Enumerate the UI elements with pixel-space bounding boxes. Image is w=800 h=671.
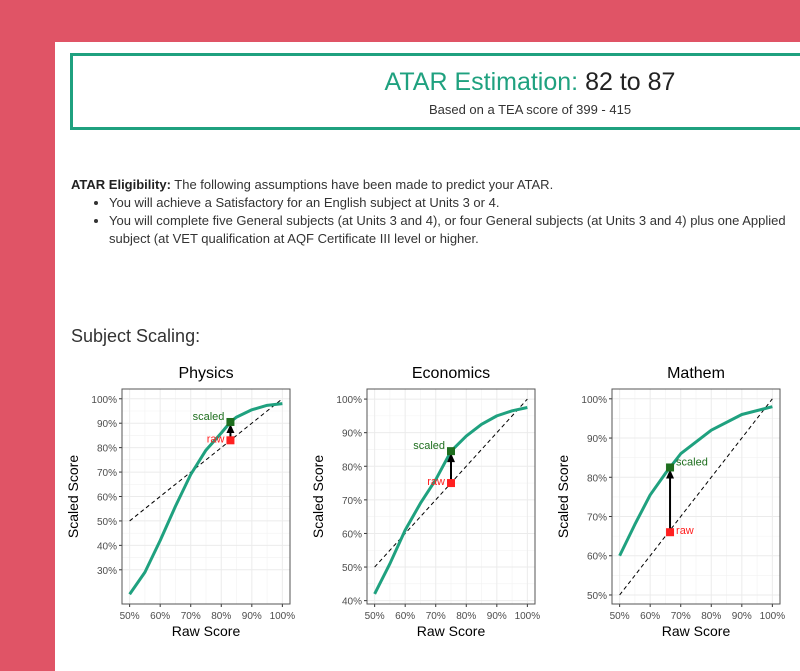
chart-title: Mathem — [667, 365, 725, 382]
raw-score-marker — [666, 528, 675, 537]
x-tick-label: 70% — [181, 611, 201, 622]
scaled-score-marker — [666, 463, 675, 472]
scaled-score-marker — [226, 417, 235, 426]
assumption-text-cont: VET qualification at AQF Certificate III… — [172, 231, 479, 246]
eligibility-intro: ATAR Eligibility: The following assumpti… — [71, 177, 553, 192]
scaled-label: scaled — [676, 456, 708, 468]
x-tick-label: 60% — [395, 611, 415, 622]
eligibility-text: The following assumptions have been made… — [174, 177, 554, 192]
x-tick-label: 50% — [120, 611, 140, 622]
raw-label: raw — [676, 525, 694, 537]
y-tick-label: 100% — [336, 395, 362, 406]
x-tick-label: 80% — [211, 611, 231, 622]
x-tick-label: 50% — [365, 611, 385, 622]
y-tick-label: 50% — [97, 517, 117, 528]
x-tick-label: 50% — [610, 611, 630, 622]
assumption-text: You will complete five General subjects … — [109, 213, 786, 246]
y-tick-label: 100% — [91, 395, 117, 406]
identity-reference-line — [129, 398, 283, 522]
raw-label: raw — [427, 476, 445, 488]
arrow-head-icon — [226, 423, 235, 433]
x-axis-label: Raw Score — [417, 623, 486, 639]
y-tick-label: 80% — [97, 444, 117, 455]
eligibility-heading: ATAR Eligibility: — [71, 177, 171, 192]
y-tick-label: 80% — [587, 473, 607, 484]
scaled-label: scaled — [193, 411, 225, 423]
y-tick-label: 50% — [587, 591, 607, 602]
chart-title: Physics — [178, 365, 233, 382]
plot-border — [366, 388, 536, 605]
plot-border — [121, 388, 291, 605]
y-tick-label: 100% — [581, 395, 607, 406]
y-tick-label: 90% — [97, 419, 117, 430]
x-tick-label: 90% — [732, 611, 752, 622]
scaling-curve — [618, 405, 773, 557]
atar-estimate-label: ATAR Estimation: — [384, 68, 579, 96]
x-tick-label: 100% — [760, 611, 786, 622]
arrow-head-icon — [447, 453, 455, 463]
chart-physics: 50% 60% 70% 80% 90% 100% 30% 40% 50% 60% 70% 80% 90%… — [65, 365, 295, 639]
y-tick-label: 40% — [342, 597, 362, 608]
x-axis-label: Raw Score — [172, 623, 241, 639]
scaled-score-marker — [447, 447, 455, 456]
y-tick-label: 70% — [342, 496, 362, 507]
x-axis-label: Raw Score — [662, 623, 731, 639]
y-tick-label: 90% — [587, 434, 607, 445]
x-tick-label: 80% — [456, 611, 476, 622]
chart-economics: 50% 60% 70% 80% 90% 100%40%50%60%70%80%90%100… — [310, 365, 540, 639]
y-tick-label: 80% — [342, 462, 362, 473]
x-tick-label: 90% — [487, 611, 507, 622]
assumption-item: You will achieve a Satisfactory for an E… — [109, 194, 794, 212]
y-tick-label: 90% — [342, 429, 362, 440]
y-tick-label: 50% — [342, 563, 362, 574]
x-tick-label: 60% — [150, 611, 170, 622]
assumption-text: You will achieve a Satisfactory for an E… — [109, 195, 500, 210]
atar-estimate-title: ATAR Estimation: 82 to 87 — [380, 68, 680, 97]
x-tick-label: 100% — [515, 611, 541, 622]
x-tick-label: 60% — [640, 611, 660, 622]
y-axis-label: Scaled Score — [310, 455, 326, 538]
x-tick-label: 70% — [426, 611, 446, 622]
raw-score-marker — [226, 436, 235, 445]
x-tick-label: 70% — [671, 611, 691, 622]
tea-score-subtitle: Based on a TEA score of 399 - 415 — [428, 102, 632, 117]
y-tick-label: 60% — [587, 552, 607, 563]
assumption-list: You will achieve a Satisfactory for an E… — [71, 194, 794, 248]
y-axis-label: Scaled Score — [65, 455, 81, 538]
y-tick-label: 60% — [342, 529, 362, 540]
y-tick-label: 70% — [587, 513, 607, 524]
y-tick-label: 30% — [97, 566, 117, 577]
x-tick-label: 90% — [242, 611, 262, 622]
x-tick-label: 80% — [701, 611, 721, 622]
subject-scaling-heading: Subject Scaling: — [71, 326, 201, 346]
y-tick-label: 60% — [97, 493, 117, 504]
y-axis-label: Scaled Score — [555, 455, 571, 538]
atar-range: 82 to 87 — [585, 68, 676, 96]
scaled-label: scaled — [413, 440, 445, 452]
raw-label: raw — [207, 433, 225, 445]
x-tick-label: 100% — [270, 611, 296, 622]
atar-estimate-box: ATAR Estimation: 82 to 87 Based on a TEA… — [70, 53, 800, 130]
plot-border — [611, 388, 781, 605]
chart-mathem: 50% 60% 70% 80% 90% 100% 50% 60% 70% 80% 90% 100% ra… — [555, 365, 785, 639]
assumption-item: You will complete five General subjects … — [109, 212, 794, 248]
chart-title: Economics — [412, 365, 490, 382]
y-tick-label: 70% — [97, 468, 117, 479]
scaling-curve — [128, 402, 283, 596]
arrow-head-icon — [666, 469, 675, 479]
raw-score-marker — [447, 479, 455, 488]
y-tick-label: 40% — [97, 541, 117, 552]
